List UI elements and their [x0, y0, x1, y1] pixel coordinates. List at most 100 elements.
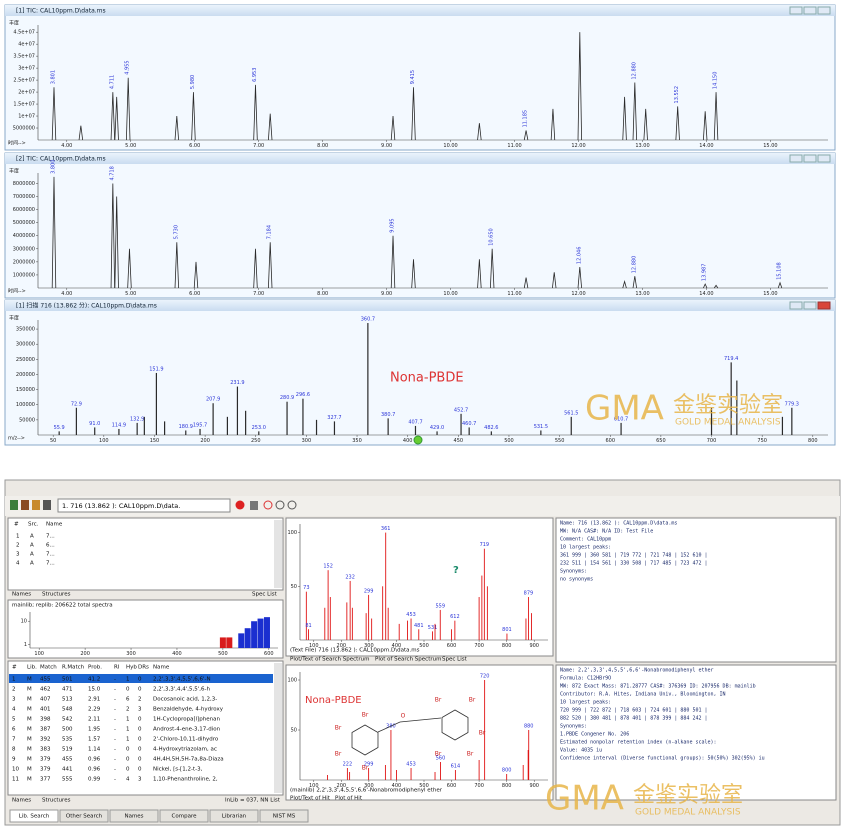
table-cell[interactable]: 11	[12, 777, 19, 783]
table-cell[interactable]: 2	[12, 687, 16, 693]
table-cell[interactable]: 542	[62, 717, 73, 723]
spec-list-label[interactable]: Spec List	[252, 592, 278, 598]
table-cell[interactable]: Benzaldehyde, 4-hydroxy	[153, 707, 224, 713]
table-cell[interactable]: 4-Hydroxytriazolam, ac	[153, 747, 217, 753]
table-cell[interactable]: 8	[12, 747, 16, 753]
table-cell[interactable]: 1,10-Phenanthroline, 2,	[153, 777, 218, 783]
tab-frame[interactable]	[159, 809, 209, 823]
table-cell[interactable]: 2,2',3,3',4,5,5',6,6'-N	[153, 677, 211, 683]
table-cell[interactable]: -	[114, 737, 116, 743]
table-cell[interactable]: M	[27, 747, 32, 753]
table-cell[interactable]: 0	[126, 757, 130, 763]
table-cell[interactable]: -	[114, 727, 116, 733]
table-cell[interactable]: 441	[62, 767, 73, 773]
table-cell[interactable]: 379	[40, 767, 51, 773]
table-cell[interactable]: 462	[40, 687, 51, 693]
table-cell[interactable]: 401	[40, 707, 51, 713]
table-cell[interactable]: 2	[138, 697, 142, 703]
table-cell[interactable]: -	[114, 697, 116, 703]
table-cell[interactable]: 1.14	[88, 747, 101, 753]
table-cell[interactable]: 471	[62, 687, 73, 693]
table-cell[interactable]: 455	[62, 757, 73, 763]
table-cell[interactable]: 0	[138, 757, 142, 763]
table-cell[interactable]: 535	[62, 737, 73, 743]
table-cell[interactable]: 500	[62, 727, 73, 733]
table-cell[interactable]: 2'-Chloro-10,11-dihydro	[153, 737, 219, 743]
table-cell[interactable]: -	[114, 687, 116, 693]
table-cell[interactable]: M	[27, 777, 32, 783]
table-cell[interactable]: 392	[40, 737, 51, 743]
table-cell[interactable]: 455	[40, 677, 51, 683]
table-cell[interactable]: 4	[126, 777, 130, 783]
table-cell[interactable]: -	[114, 717, 116, 723]
table-cell[interactable]: 0	[126, 687, 130, 693]
table-cell[interactable]: 398	[40, 717, 51, 723]
tab[interactable]: Lib. Search	[19, 814, 50, 820]
table-cell[interactable]: -	[114, 767, 116, 773]
tab-frame[interactable]	[259, 809, 309, 823]
table-cell[interactable]: 2	[126, 707, 130, 713]
table-cell[interactable]: 1	[126, 677, 130, 683]
table-cell[interactable]: 1H-Cyclopropa[l]phenan	[153, 717, 221, 723]
table-cell[interactable]: 41.2	[88, 677, 100, 683]
tab[interactable]: Structures	[42, 592, 71, 598]
table-cell[interactable]: 2.91	[88, 697, 100, 703]
table-cell[interactable]: 5	[12, 717, 16, 723]
table-cell[interactable]: 2.11	[88, 717, 100, 723]
table-cell[interactable]: 1	[126, 727, 130, 733]
table-cell[interactable]: -	[114, 777, 116, 783]
table-cell[interactable]: 1.95	[88, 727, 101, 733]
scroll-thumb[interactable]	[413, 435, 423, 445]
table-cell[interactable]: 0	[138, 727, 142, 733]
toolbar-spectrum-selector[interactable]: 1. 716 (13.862 ): CAL10ppm.D\data.	[62, 502, 180, 510]
table-cell[interactable]: 0	[138, 687, 142, 693]
table-cell[interactable]: 519	[62, 747, 73, 753]
table-cell[interactable]: 2.29	[88, 707, 101, 713]
table-cell[interactable]: 513	[62, 697, 73, 703]
table-cell[interactable]: 383	[40, 747, 51, 753]
table-cell[interactable]: -	[114, 757, 116, 763]
table-cell[interactable]: M	[27, 737, 32, 743]
tab[interactable]: Librarian	[222, 814, 247, 820]
tab-frame[interactable]	[109, 809, 159, 823]
tab[interactable]: Plot/Text of Search Spectrum	[290, 657, 369, 663]
table-cell[interactable]: 3	[138, 707, 142, 713]
table-cell[interactable]: M	[27, 717, 32, 723]
tab[interactable]: Spec List	[442, 657, 468, 663]
tab-frame[interactable]	[209, 809, 259, 823]
table-cell[interactable]: 0.99	[88, 777, 101, 783]
table-cell[interactable]: 555	[62, 777, 73, 783]
table-cell[interactable]: Docosanoic acid, 1,2,3-	[153, 697, 217, 703]
table-cell[interactable]: 6	[12, 727, 16, 733]
table-cell[interactable]: M	[27, 677, 32, 683]
table-cell[interactable]: Androst-4-ene-3,17-dion	[153, 727, 221, 733]
table-cell[interactable]: 3	[138, 777, 142, 783]
table-cell[interactable]: 1	[126, 737, 130, 743]
table-cell[interactable]: 9	[12, 757, 16, 763]
table-cell[interactable]: 407	[40, 697, 51, 703]
table-cell[interactable]: 501	[62, 677, 73, 683]
table-cell[interactable]: M	[27, 687, 32, 693]
table-cell[interactable]: 1	[126, 717, 130, 723]
table-cell[interactable]: 4	[12, 707, 16, 713]
table-cell[interactable]: 10	[12, 767, 19, 773]
tab[interactable]: Plot of Hit	[335, 796, 363, 802]
table-cell[interactable]: 0	[138, 767, 142, 773]
table-cell[interactable]: 4H,4H,5H,5H-7a,8a-Diaza	[153, 757, 224, 763]
table-cell[interactable]: 0.96	[88, 767, 101, 773]
table-cell[interactable]: 0	[138, 737, 142, 743]
table-cell[interactable]: M	[27, 707, 32, 713]
table-cell[interactable]: 377	[40, 777, 51, 783]
table-cell[interactable]: 0	[138, 747, 142, 753]
table-cell[interactable]: 3	[12, 697, 16, 703]
tab[interactable]: Compare	[172, 814, 198, 820]
table-cell[interactable]: 1.57	[88, 737, 101, 743]
tab[interactable]: NIST MS	[273, 814, 296, 820]
tab[interactable]: Other Search	[66, 814, 103, 820]
tab[interactable]: Names	[124, 814, 143, 820]
tab[interactable]: Plot of Search Spectrum	[375, 657, 441, 663]
tab[interactable]: Names	[12, 798, 31, 804]
table-cell[interactable]: 2,2',3,3',4,4',5,5',6-h	[153, 687, 211, 693]
tab[interactable]: Plot/Text of Hit	[290, 796, 331, 802]
table-cell[interactable]: 548	[62, 707, 73, 713]
